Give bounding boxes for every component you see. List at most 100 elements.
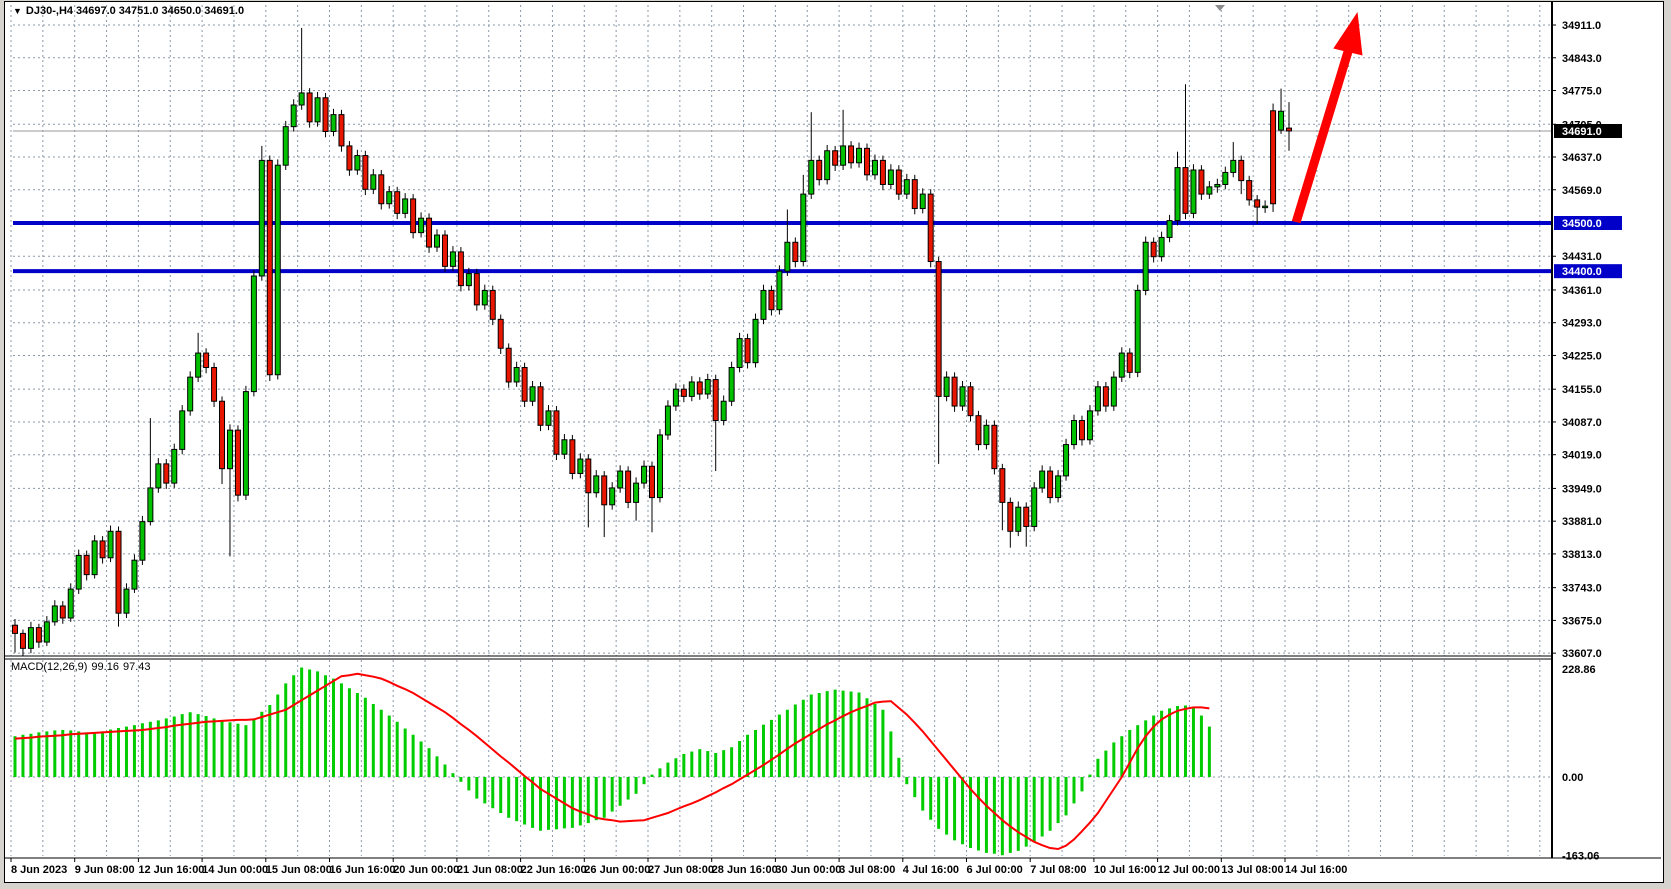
macd-axis-label[interactable]: -163.06 [1562,850,1599,862]
candle-body[interactable] [609,487,616,506]
candle-body[interactable] [752,318,759,364]
price-axis-label[interactable]: 33881.0 [1562,516,1602,528]
candle-body[interactable] [545,410,552,426]
candle-body[interactable] [887,169,894,185]
candle-body[interactable] [370,174,377,190]
candle-body[interactable] [418,217,425,234]
candle-body[interactable] [139,521,146,561]
candle-body[interactable] [67,588,74,619]
price-axis-label[interactable]: 33743.0 [1562,583,1602,595]
candle-body[interactable] [59,605,66,619]
candle-body[interactable] [1206,186,1213,195]
candle-body[interactable] [1142,241,1149,291]
time-axis-label[interactable]: 6 Jul 00:00 [967,864,1023,876]
candle-body[interactable] [226,429,233,470]
time-axis-label[interactable]: 16 Jun 16:00 [330,864,396,876]
candle-body[interactable] [768,289,775,311]
candle-body[interactable] [481,289,488,306]
time-axis-label[interactable]: 27 Jun 08:00 [648,864,714,876]
candle-body[interactable] [282,126,289,166]
candle-body[interactable] [537,386,544,426]
time-axis-label[interactable]: 30 Jun 00:00 [775,864,841,876]
candle-body[interactable] [816,159,823,181]
candle-body[interactable] [203,352,210,369]
candle-body[interactable] [1063,444,1070,477]
candle-body[interactable] [808,159,815,195]
price-axis-label[interactable]: 33949.0 [1562,483,1602,495]
candle-body[interactable] [434,234,441,248]
time-axis-label[interactable]: 22 Jun 16:00 [521,864,587,876]
price-axis-label[interactable]: 33813.0 [1562,549,1602,561]
candle-body[interactable] [234,429,241,496]
candle-body[interactable] [927,193,934,263]
candle-body[interactable] [975,415,982,446]
candle-body[interactable] [497,318,504,349]
candle-body[interactable] [266,159,273,376]
candle-body[interactable] [1039,470,1046,489]
candle-body[interactable] [1086,410,1093,441]
candle-body[interactable] [1158,236,1165,258]
candle-body[interactable] [147,487,154,523]
candle-body[interactable] [402,198,409,214]
candle-body[interactable] [51,605,58,623]
candle-body[interactable] [465,273,472,287]
candle-body[interactable] [1262,205,1269,209]
candle-body[interactable] [449,251,456,267]
candle-body[interactable] [903,179,910,195]
time-axis-label[interactable]: 21 Jun 08:00 [457,864,523,876]
candle-body[interactable] [935,261,942,397]
candle-body[interactable] [115,530,122,614]
candle-body[interactable] [99,540,106,559]
candle-body[interactable] [728,367,735,402]
candle-body[interactable] [83,554,90,576]
price-axis-label[interactable]: 33675.0 [1562,615,1602,627]
candle-body[interactable] [760,289,767,320]
candle-body[interactable] [378,174,385,205]
candle-body[interactable] [187,376,194,412]
candle-body[interactable] [704,379,711,395]
candle-body[interactable] [1110,376,1117,407]
candle-body[interactable] [91,540,98,576]
macd-axis-label[interactable]: 0.00 [1562,772,1583,784]
candle-body[interactable] [696,381,703,395]
macd-axis-label[interactable]: 228.86 [1562,664,1596,676]
candle-body[interactable] [314,97,321,123]
candle-body[interactable] [219,400,226,470]
candle-body[interactable] [776,270,783,311]
time-axis-label[interactable]: 12 Jun 16:00 [138,864,204,876]
candle-body[interactable] [322,97,329,132]
candle-body[interactable] [680,388,687,397]
candle-body[interactable] [720,400,727,421]
time-axis-label[interactable]: 15 Jun 08:00 [266,864,332,876]
candle-body[interactable] [656,434,663,499]
candle-body[interactable] [1126,352,1133,373]
time-axis-label[interactable]: 20 Jun 00:00 [393,864,459,876]
candle-body[interactable] [744,338,751,364]
candle-body[interactable] [561,439,568,455]
time-axis-label[interactable]: 10 Jul 16:00 [1094,864,1156,876]
candle-body[interactable] [840,145,847,166]
candle-body[interactable] [107,530,114,559]
candle-body[interactable] [672,388,679,407]
candle-body[interactable] [1007,501,1014,532]
time-axis-label[interactable]: 8 Jun 2023 [11,864,67,876]
price-axis-label[interactable]: 34637.0 [1562,152,1602,164]
price-axis-label[interactable]: 34361.0 [1562,285,1602,297]
candle-body[interactable] [521,367,528,402]
candle-body[interactable] [991,424,998,470]
candle-body[interactable] [505,347,512,383]
candle-body[interactable] [362,155,369,190]
candle-body[interactable] [792,241,799,263]
candle-body[interactable] [1254,199,1261,208]
candle-body[interactable] [457,251,464,287]
candle-body[interactable] [633,482,640,503]
price-axis-label[interactable]: 34843.0 [1562,53,1602,65]
candle-body[interactable] [649,465,655,499]
candle-body[interactable] [410,198,417,234]
candle-body[interactable] [983,424,990,446]
candle-body[interactable] [784,241,791,272]
symbol-dropdown-icon[interactable]: ▼ [13,6,22,16]
candle-body[interactable] [131,559,138,590]
candle-body[interactable] [1047,470,1054,499]
candle-body[interactable] [274,164,281,376]
